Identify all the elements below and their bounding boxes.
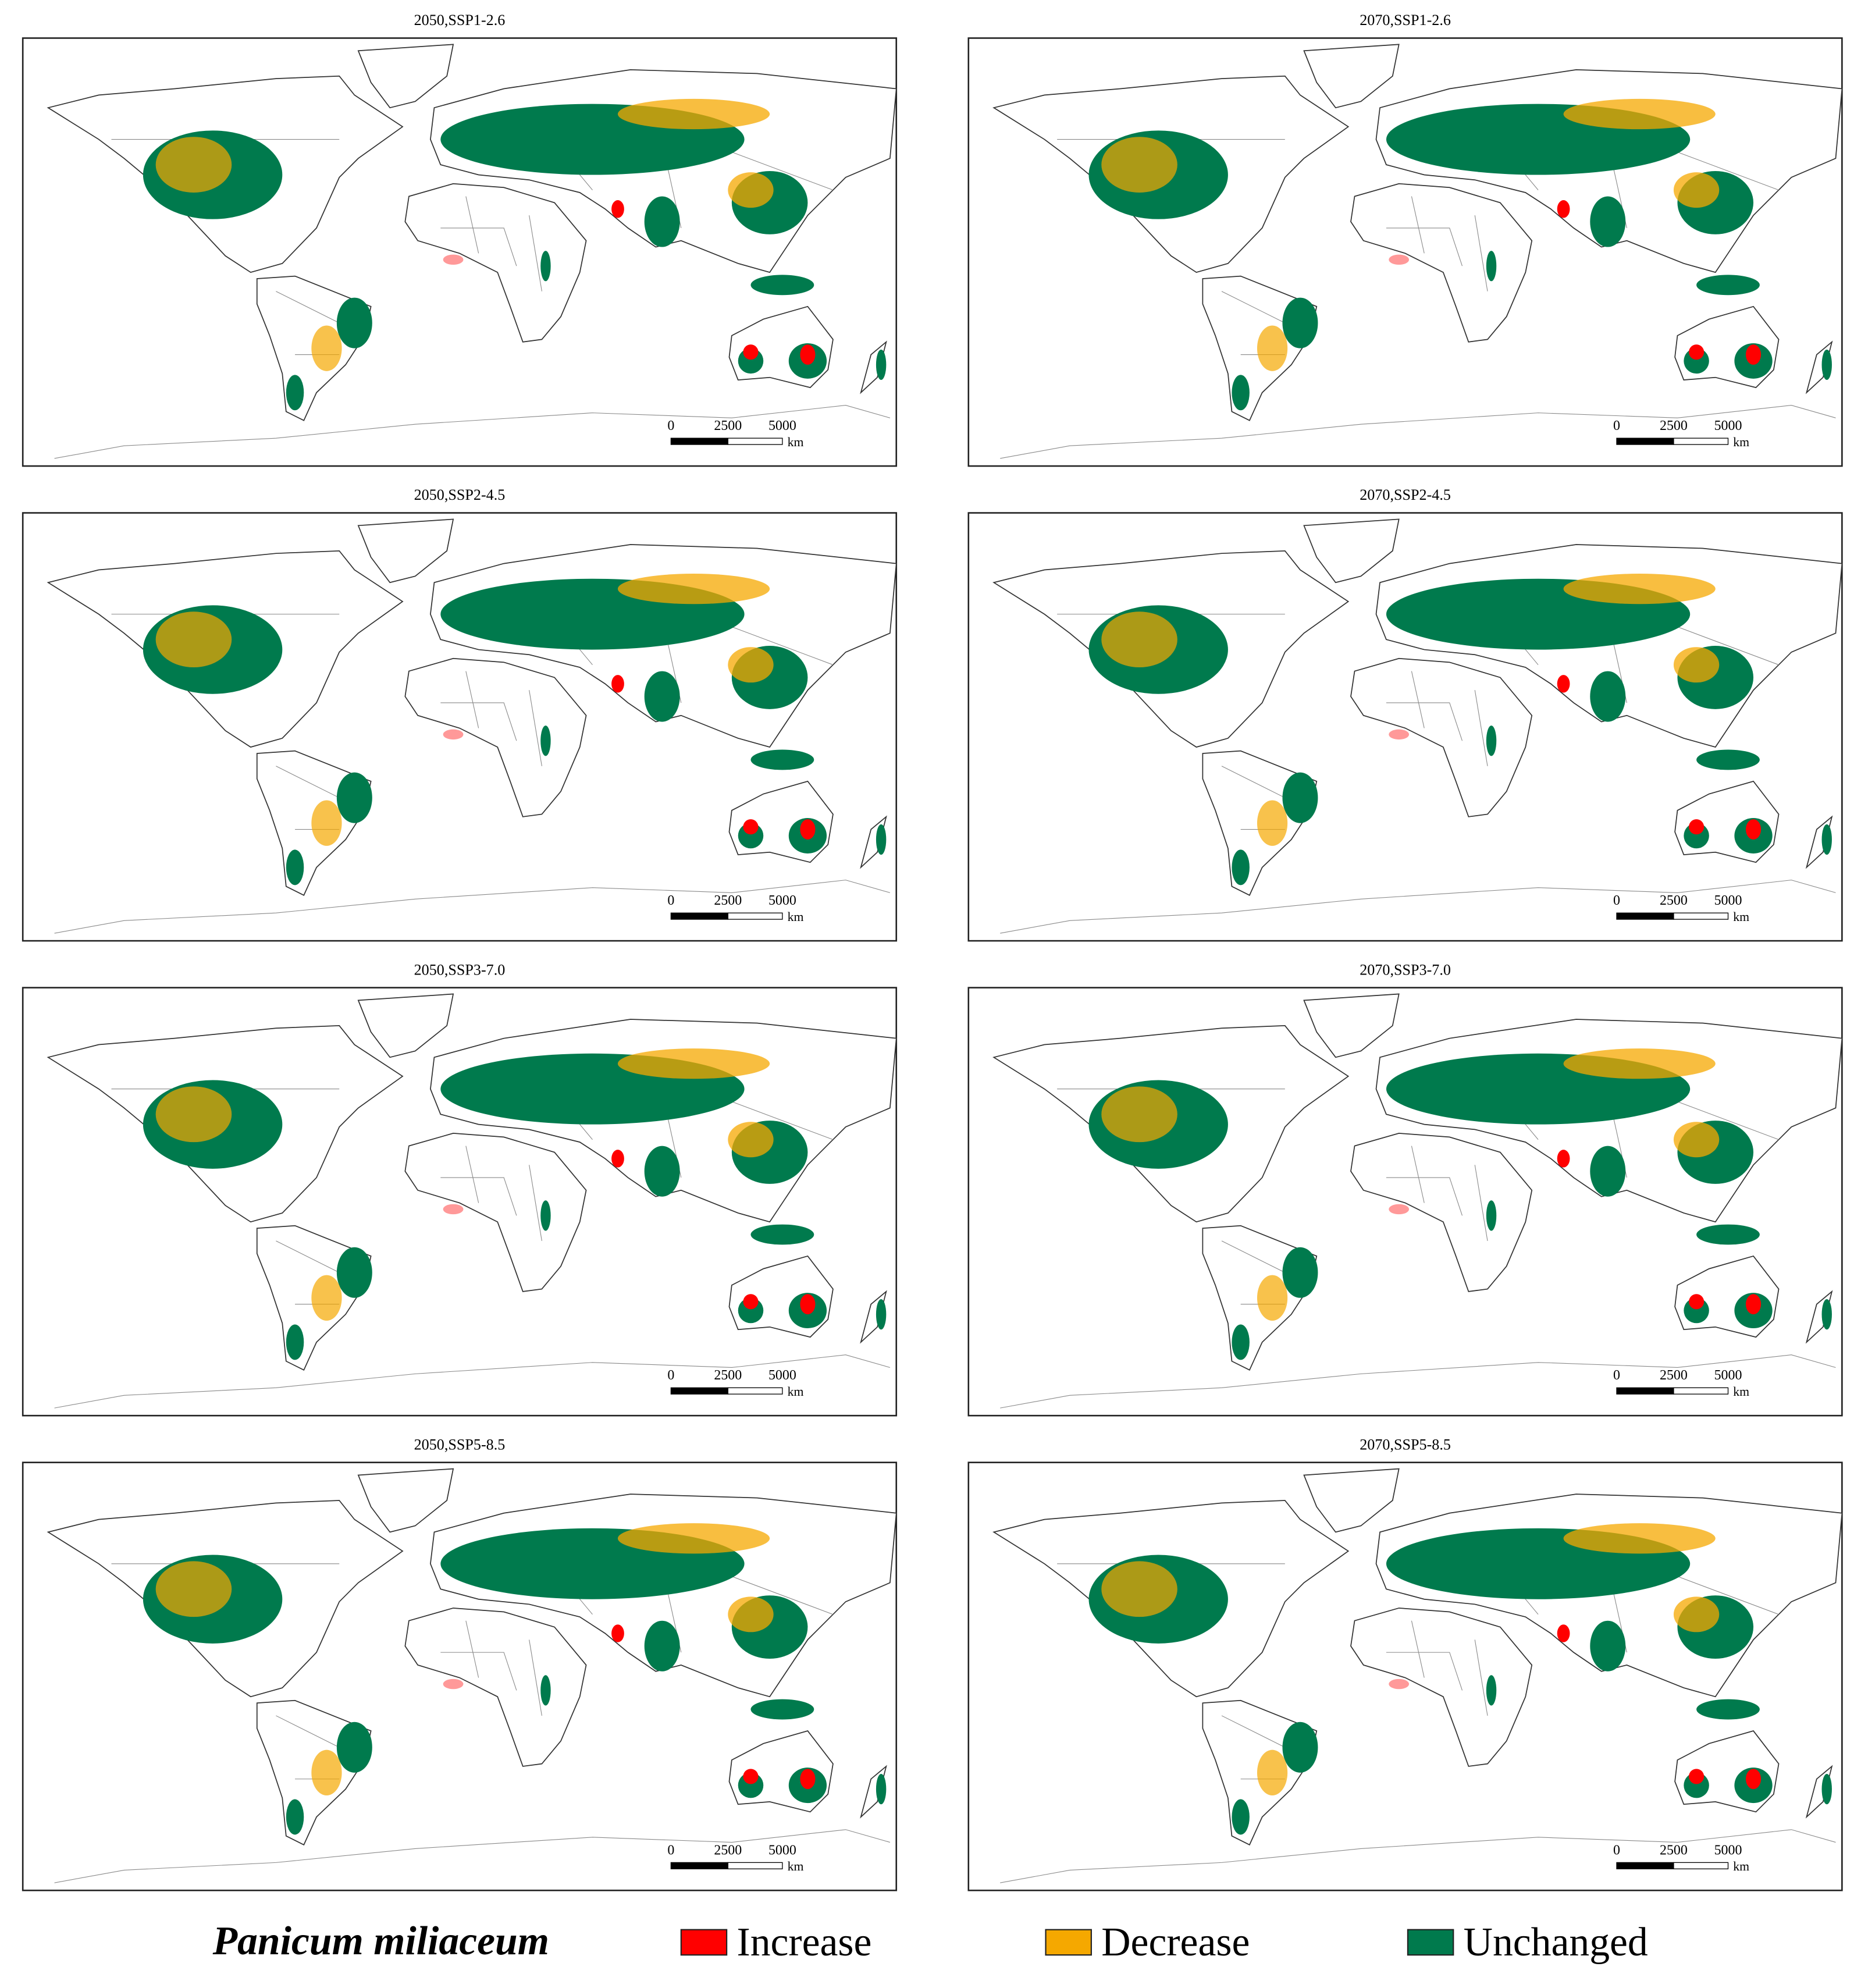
scale-bar-white	[1673, 438, 1729, 445]
panel-title: 2070,SSP5-8.5	[1360, 1436, 1451, 1453]
scale-bar-black	[1616, 438, 1674, 445]
scale-label: 5000	[1714, 1368, 1742, 1383]
scale-unit: km	[1733, 910, 1749, 924]
scale-label: 2500	[1660, 1368, 1688, 1383]
map-panel: 0 2500 5000 km	[967, 987, 1843, 1417]
scale-label: 0	[1613, 418, 1620, 433]
scale-unit: km	[1733, 435, 1749, 449]
panel-title: 2070,SSP1-2.6	[1360, 12, 1451, 29]
scale-unit: km	[788, 435, 804, 449]
legend-title: Panicum miliaceum	[212, 1919, 549, 1964]
scale-label: 5000	[1714, 893, 1742, 908]
legend-label: Decrease	[1101, 1920, 1250, 1965]
map-panel: 0 2500 5000 km	[22, 987, 898, 1417]
scale-label: 5000	[768, 1843, 796, 1858]
panel-title: 2070,SSP2-4.5	[1360, 486, 1451, 503]
scale-bar-white	[727, 1862, 783, 1869]
scale-label: 5000	[1714, 418, 1742, 433]
scale-unit: km	[788, 1859, 804, 1873]
scale-label: 0	[667, 418, 674, 433]
scale-bar-black	[670, 912, 728, 920]
scale-label: 5000	[768, 418, 796, 433]
scale-bar-white	[727, 438, 783, 445]
map-panel: 0 2500 5000 km	[967, 512, 1843, 942]
legend-label: Unchanged	[1464, 1920, 1648, 1965]
scale-label: 5000	[768, 1368, 796, 1383]
scale-bar-white	[1673, 912, 1729, 920]
map-panel: 0 2500 5000 km	[22, 512, 898, 942]
panel-title: 2070,SSP3-7.0	[1360, 961, 1451, 978]
scale-bar-black	[670, 1862, 728, 1869]
legend-swatch	[1407, 1929, 1454, 1956]
scale-bar-white	[1673, 1862, 1729, 1869]
scale-label: 2500	[714, 1843, 742, 1858]
map-panel: 0 2500 5000 km	[967, 37, 1843, 467]
scale-label: 0	[667, 893, 674, 908]
scale-label: 0	[1613, 1368, 1620, 1383]
scale-label: 2500	[714, 418, 742, 433]
scale-label: 2500	[1660, 893, 1688, 908]
scale-label: 0	[667, 1843, 674, 1858]
legend-label: Increase	[737, 1920, 872, 1965]
scale-label: 2500	[1660, 418, 1688, 433]
scale-unit: km	[788, 1385, 804, 1399]
scale-label: 2500	[714, 1368, 742, 1383]
scale-label: 5000	[1714, 1843, 1742, 1858]
scale-unit: km	[1733, 1859, 1749, 1873]
panel-title: 2050,SSP3-7.0	[414, 961, 506, 978]
scale-unit: km	[1733, 1385, 1749, 1399]
scale-label: 0	[1613, 893, 1620, 908]
scale-bar-black	[1616, 912, 1674, 920]
panel-title: 2050,SSP5-8.5	[414, 1436, 506, 1453]
scale-label: 0	[667, 1368, 674, 1383]
map-panel: 0 2500 5000 km	[22, 37, 898, 467]
scale-bar-black	[1616, 1387, 1674, 1395]
panel-title: 2050,SSP1-2.6	[414, 12, 506, 29]
legend-swatch	[680, 1929, 728, 1956]
legend-swatch	[1045, 1929, 1092, 1956]
scale-label: 2500	[714, 893, 742, 908]
scale-bar-white	[1673, 1387, 1729, 1395]
scale-label: 0	[1613, 1843, 1620, 1858]
scale-bar-black	[670, 1387, 728, 1395]
scale-bar-black	[1616, 1862, 1674, 1869]
panel-title: 2050,SSP2-4.5	[414, 486, 506, 503]
scale-bar-white	[727, 1387, 783, 1395]
scale-label: 2500	[1660, 1843, 1688, 1858]
scale-bar-black	[670, 438, 728, 445]
scale-unit: km	[788, 910, 804, 924]
scale-label: 5000	[768, 893, 796, 908]
scale-bar-white	[727, 912, 783, 920]
